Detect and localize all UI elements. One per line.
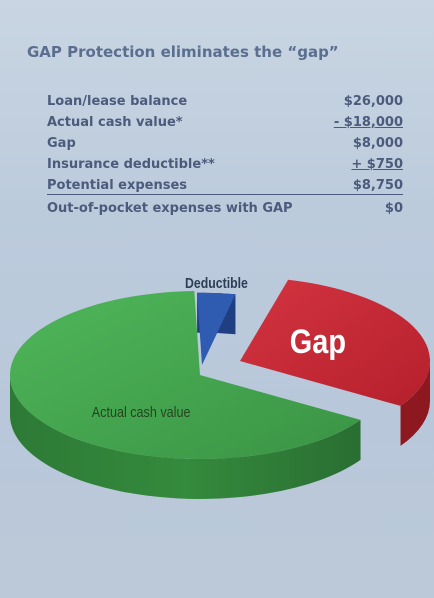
row-value: - $18,000	[333, 115, 403, 130]
page-title: GAP Protection eliminates the “gap”	[27, 43, 339, 61]
row-label: Actual cash value*	[47, 115, 183, 130]
row-label: Out-of-pocket expenses with GAP	[47, 201, 293, 216]
pie-slice-gap	[240, 279, 430, 406]
table-row-deductible: Insurance deductible** + $750	[47, 154, 403, 175]
pie-slice-actual-cash-value	[9, 291, 361, 459]
table-row-gap: Gap $8,000	[47, 133, 403, 154]
row-value: $0	[384, 201, 403, 216]
table-row-actual-cash-value: Actual cash value* - $18,000	[47, 112, 403, 133]
pie-slice-deductible	[197, 292, 236, 365]
table-row-potential-expenses: Potential expenses $8,750	[47, 175, 403, 195]
label-gap: Gap	[290, 322, 346, 361]
table-row-loan-balance: Loan/lease balance $26,000	[47, 91, 403, 112]
row-value: $26,000	[343, 94, 403, 109]
row-label: Insurance deductible**	[47, 157, 215, 172]
pie-slice-gap-side	[400, 361, 430, 446]
row-label: Potential expenses	[47, 178, 188, 193]
pie-chart: Deductible Gap Actual cash value	[9, 275, 430, 499]
row-value: $8,750	[352, 178, 403, 193]
row-value: $8,000	[352, 136, 403, 151]
label-deductible: Deductible	[185, 275, 248, 291]
row-label: Loan/lease balance	[47, 94, 188, 109]
expense-table: Loan/lease balance $26,000 Actual cash v…	[47, 91, 403, 219]
row-label: Gap	[47, 136, 76, 151]
table-row-out-of-pocket: Out-of-pocket expenses with GAP $0	[47, 198, 403, 219]
label-actual-cash-value: Actual cash value	[92, 403, 191, 420]
pie-slice-actual-cash-value-side	[10, 375, 361, 499]
row-value: + $750	[351, 157, 403, 172]
